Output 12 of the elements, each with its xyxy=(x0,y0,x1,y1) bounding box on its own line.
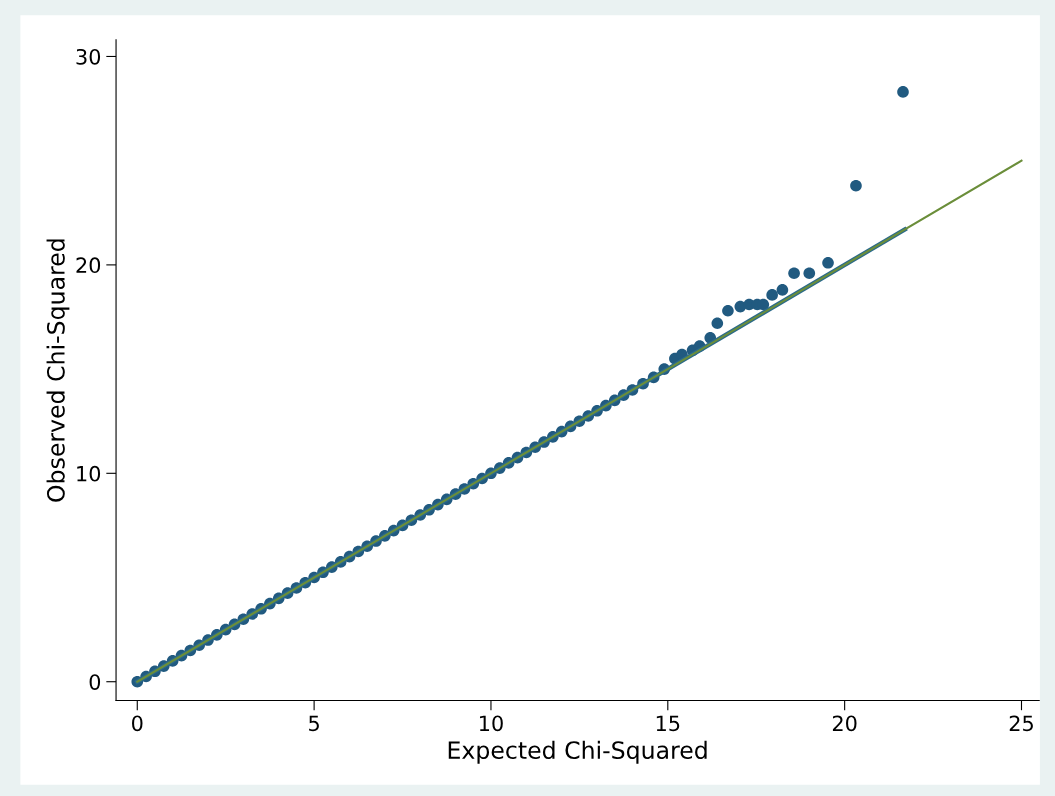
y-axis-title: Observed Chi-Squared xyxy=(46,239,70,502)
x-axis-title: Expected Chi-Squared xyxy=(448,740,707,764)
y-tick-label: 30 xyxy=(76,48,101,65)
x-tick-label: 10 xyxy=(479,715,503,732)
x-tick-label: 5 xyxy=(309,715,319,732)
x-tick-label: 15 xyxy=(656,715,680,732)
y-tick-label: 10 xyxy=(77,465,101,482)
y-tick-label: 0 xyxy=(89,674,101,690)
x-tick-label: 0 xyxy=(132,715,143,732)
x-tick-label: 20 xyxy=(832,715,857,732)
y-tick-label: 20 xyxy=(76,257,101,274)
x-tick-label: 25 xyxy=(1009,715,1033,732)
